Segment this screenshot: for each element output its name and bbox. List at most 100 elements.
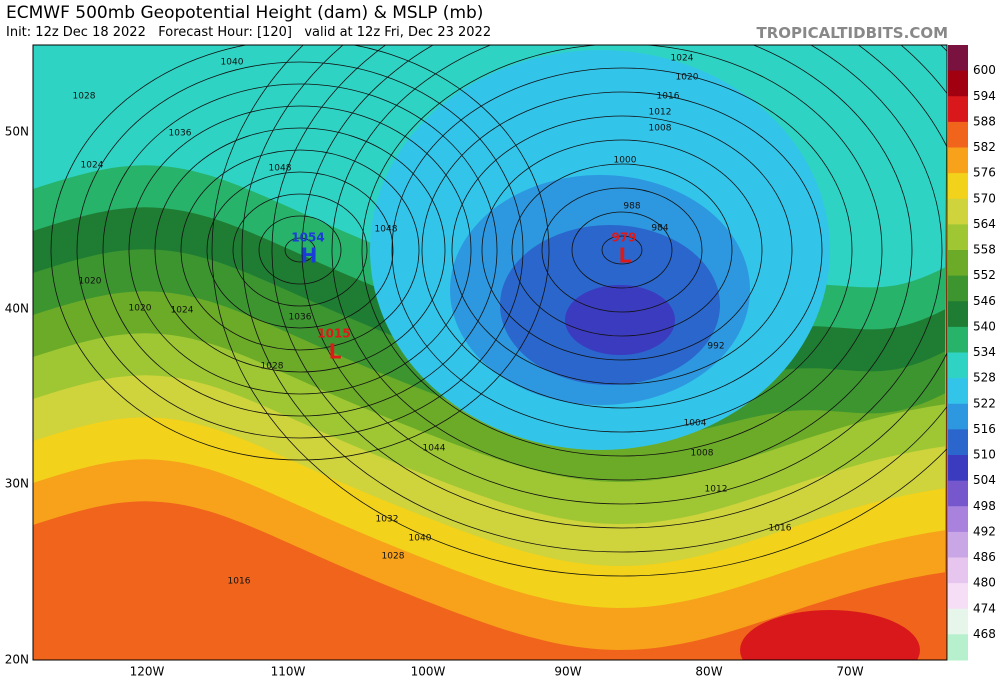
isobar xyxy=(541,187,703,313)
colorbar-swatch xyxy=(948,531,968,558)
pressure-center-letter: L xyxy=(329,340,342,364)
isobar-label: 1020 xyxy=(676,73,699,83)
isobar-label: 988 xyxy=(623,202,640,212)
colorbar-label: 492 xyxy=(973,524,996,538)
isobar xyxy=(258,215,342,285)
height-band xyxy=(500,225,720,385)
colorbar-label: 474 xyxy=(973,601,996,615)
height-band xyxy=(565,285,675,355)
isobar-label: 1028 xyxy=(73,92,96,102)
isobar xyxy=(211,45,947,577)
height-band xyxy=(33,45,947,660)
isobar-label: 1048 xyxy=(269,164,292,174)
isobar-label: 1008 xyxy=(691,449,714,459)
colorbar-label: 498 xyxy=(973,499,996,513)
isobar xyxy=(180,149,420,351)
colorbar-label: 600 xyxy=(973,63,996,77)
colorbar-swatch xyxy=(948,352,968,379)
height-band xyxy=(33,45,947,440)
isobar xyxy=(206,171,394,329)
colorbar-swatch xyxy=(948,506,968,533)
isobar xyxy=(128,105,472,395)
isobar xyxy=(451,115,793,385)
colorbar-swatch xyxy=(948,608,968,635)
colorbar-swatch xyxy=(948,403,968,430)
subtitle: Init: 12z Dec 18 2022 Forecast Hour: [12… xyxy=(6,25,492,40)
isobar-label: 1024 xyxy=(81,161,104,171)
colorbar-label: 588 xyxy=(973,114,996,128)
height-band xyxy=(33,45,947,608)
colorbar-label: 582 xyxy=(973,140,996,154)
colorbar-swatch xyxy=(948,429,968,456)
colorbar-swatch xyxy=(948,96,968,123)
colorbar-label: 486 xyxy=(973,550,996,564)
isobar-label: 1024 xyxy=(671,54,694,64)
isobar xyxy=(76,61,524,439)
height-band xyxy=(33,45,947,524)
isobar-label: 1044 xyxy=(423,444,446,454)
isobar-label: 992 xyxy=(707,342,724,352)
isobar xyxy=(511,163,733,337)
pressure-center-letter: H xyxy=(301,244,318,268)
colorbar-label: 576 xyxy=(973,166,996,180)
colorbar-swatch xyxy=(948,301,968,328)
isobar xyxy=(361,45,883,457)
isobar-label: 1032 xyxy=(376,515,399,525)
colorbar-label: 564 xyxy=(973,217,996,231)
pressure-center-letter: L xyxy=(619,244,632,268)
isobar xyxy=(391,67,853,433)
latitude-label: 30N xyxy=(5,477,29,491)
isobar-label: 1048 xyxy=(375,225,398,235)
title: ECMWF 500mb Geopotential Height (dam) & … xyxy=(6,3,484,23)
colorbar-swatch xyxy=(948,378,968,405)
colorbar-label: 522 xyxy=(973,396,996,410)
isobar-label: 1016 xyxy=(228,577,251,587)
height-band xyxy=(450,175,750,405)
isobar-label: 984 xyxy=(651,224,668,234)
colorbar-swatch xyxy=(948,480,968,507)
latitude-label: 20N xyxy=(5,653,29,667)
isobar xyxy=(481,139,763,361)
colorbar-label: 528 xyxy=(973,371,996,385)
longitude-label: 70W xyxy=(836,665,863,679)
isobar xyxy=(271,45,947,529)
isobar-label: 1016 xyxy=(657,92,680,102)
colorbar-label: 534 xyxy=(973,345,996,359)
colorbar-swatch xyxy=(948,70,968,97)
isobar xyxy=(301,45,943,505)
latitude-label: 50N xyxy=(5,125,29,139)
site-credit: TROPICALTIDBITS.COM xyxy=(756,24,949,42)
height-band xyxy=(33,45,947,566)
longitude-label: 100W xyxy=(411,665,446,679)
colorbar-swatch xyxy=(948,275,968,302)
colorbar-label: 510 xyxy=(973,448,996,462)
isobar-label: 1012 xyxy=(705,485,728,495)
isobar xyxy=(241,45,947,553)
isobar-label: 1028 xyxy=(261,362,284,372)
isobar xyxy=(571,211,673,289)
colorbar-swatch xyxy=(948,173,968,200)
isobar-label: 1016 xyxy=(769,524,792,534)
colorbar-swatch xyxy=(948,147,968,174)
pressure-center-value: 1015 xyxy=(317,327,350,341)
colorbar-swatch xyxy=(948,634,968,661)
latitude-label: 40N xyxy=(5,302,29,316)
height-band xyxy=(370,50,830,450)
colorbar-swatch xyxy=(948,198,968,225)
height-band xyxy=(33,45,947,356)
isobar xyxy=(284,237,316,263)
colorbar-swatch xyxy=(948,224,968,251)
isobar-label: 1036 xyxy=(169,129,192,139)
isobar-label: 1012 xyxy=(649,108,672,118)
colorbar-swatch xyxy=(948,557,968,584)
isobar-label: 1036 xyxy=(289,313,312,323)
isobar-label: 1004 xyxy=(684,419,707,429)
isobar-label: 1008 xyxy=(649,124,672,134)
colorbar-label: 468 xyxy=(973,627,996,641)
colorbar-swatch xyxy=(948,326,968,353)
colorbar-label: 516 xyxy=(973,422,996,436)
height-band xyxy=(33,45,947,482)
longitude-label: 110W xyxy=(271,665,306,679)
